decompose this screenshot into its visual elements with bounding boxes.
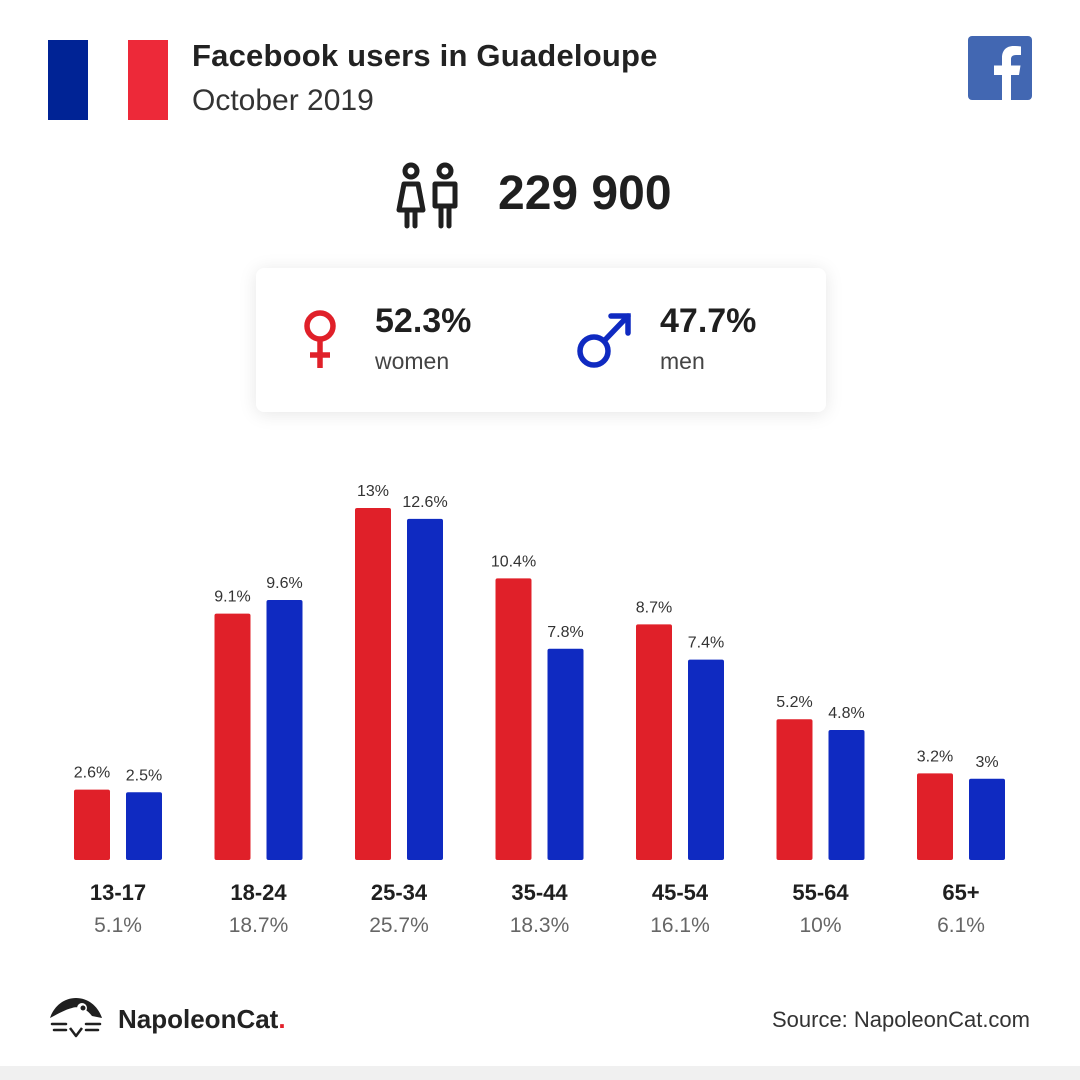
brand-dot: . (278, 1004, 286, 1034)
page-subtitle: October 2019 (192, 84, 374, 117)
bar-35-44-men (547, 648, 584, 860)
data-label-45-54-men: 7.4% (688, 635, 724, 652)
category-label-25-34: 25-34 (371, 880, 428, 905)
male-symbol-icon (572, 308, 636, 372)
data-label-45-54-women: 8.7% (636, 599, 672, 616)
data-label-25-34-men: 12.6% (402, 494, 447, 511)
category-label-45-54: 45-54 (652, 880, 709, 905)
people-icon (392, 160, 464, 232)
category-total-65+: 6.1% (937, 914, 985, 937)
data-label-35-44-men: 7.8% (547, 624, 583, 641)
men-label: men (660, 348, 705, 374)
data-label-55-64-women: 5.2% (776, 694, 812, 711)
category-total-35-44: 18.3% (510, 914, 570, 937)
bar-45-54-women (636, 624, 672, 860)
category-label-65+: 65+ (942, 880, 979, 905)
category-label-18-24: 18-24 (230, 880, 287, 905)
napoleoncat-logo-icon (46, 992, 106, 1042)
category-label-55-64: 55-64 (792, 880, 849, 905)
women-label: women (375, 348, 450, 374)
category-total-13-17: 5.1% (94, 914, 142, 937)
bar-18-24-women (214, 613, 251, 860)
source-label: Source: NapoleonCat.com (771, 1007, 1030, 1032)
data-label-13-17-women: 2.6% (74, 765, 110, 782)
bar-55-64-men (828, 730, 865, 860)
bar-18-24-men (266, 600, 303, 860)
total-users-value: 229 900 (498, 167, 672, 220)
category-label-35-44: 35-44 (511, 880, 568, 905)
category-total-25-34: 25.7% (369, 914, 429, 937)
men-percent: 47.7% (660, 302, 757, 340)
female-symbol-icon (296, 308, 360, 372)
country-flag (48, 40, 168, 120)
bar-13-17-men (126, 792, 162, 860)
bar-55-64-women (776, 719, 813, 860)
category-total-45-54: 16.1% (650, 914, 710, 937)
bar-25-34-women (355, 508, 391, 860)
data-label-25-34-women: 13% (357, 483, 389, 500)
age-distribution-chart: 2.6% 2.5% 13-17 5.1% 9.1% 9.6% 18-24 18.7% 13% 12… (74, 483, 1005, 937)
data-label-13-17-men: 2.5% (126, 767, 162, 784)
flag-band-white (88, 40, 128, 120)
data-label-65+-men: 3% (975, 754, 998, 771)
category-label-13-17: 13-17 (90, 880, 146, 905)
bar-25-34-men (407, 518, 443, 860)
category-total-18-24: 18.7% (229, 914, 289, 937)
data-label-35-44-women: 10.4% (491, 553, 536, 570)
data-label-65+-women: 3.2% (917, 748, 953, 765)
category-total-55-64: 10% (799, 914, 841, 937)
bar-35-44-women (495, 578, 532, 860)
women-percent: 52.3% (375, 302, 472, 340)
bar-13-17-women (74, 789, 110, 860)
data-label-18-24-women: 9.1% (214, 589, 250, 606)
flag-band-blue (48, 40, 88, 120)
brand-name-text: NapoleonCat (118, 1004, 279, 1034)
brand-name: NapoleonCat. (118, 1004, 286, 1035)
bar-65+-men (969, 778, 1005, 860)
gender-split-card: 52.3% women 47.7% men (256, 268, 826, 412)
page-title: Facebook users in Guadeloupe (192, 38, 658, 73)
data-label-55-64-men: 4.8% (828, 705, 864, 722)
data-label-18-24-men: 9.6% (266, 575, 302, 592)
bottom-strip (0, 1066, 1080, 1080)
bar-45-54-men (688, 659, 724, 860)
bar-65+-women (917, 773, 953, 860)
facebook-logo-icon (968, 36, 1032, 100)
flag-band-red (128, 40, 168, 120)
